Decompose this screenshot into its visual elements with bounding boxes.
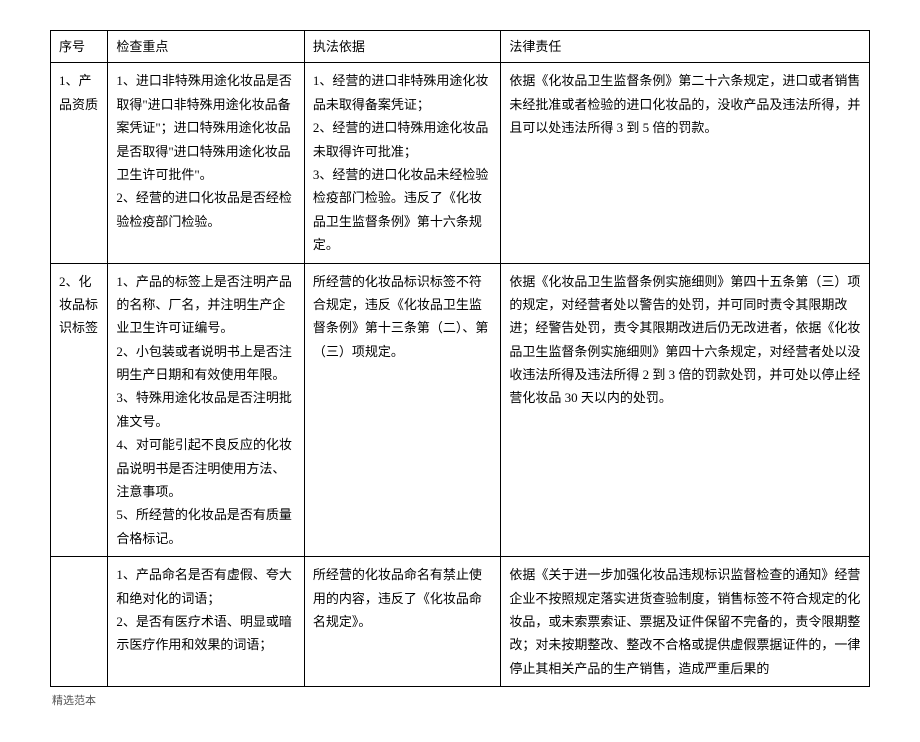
check-cell-1: 1、产品的标签上是否注明产品的名称、厂名，并注明生产企业卫生许可证编号。2、小包…	[108, 263, 305, 557]
liability-cell-0: 依据《化妆品卫生监督条例》第二十六条规定，进口或者销售未经批准或者检验的进口化妆…	[501, 63, 870, 263]
liability-cell-2: 依据《关于进一步加强化妆品违规标识监督检查的通知》经营企业不按照规定落实进货查验…	[501, 557, 870, 687]
seq-cell-1: 2、化妆品标识标签	[51, 263, 108, 557]
seq-cell-0: 1、产品资质	[51, 63, 108, 263]
basis-cell-0: 1、经营的进口非特殊用途化妆品未取得备案凭证；2、经营的进口特殊用途化妆品未取得…	[304, 63, 501, 263]
regulation-table: 序号检查重点执法依据法律责任 1、产品资质1、进口非特殊用途化妆品是否取得"进口非…	[50, 30, 870, 687]
check-cell-0: 1、进口非特殊用途化妆品是否取得"进口非特殊用途化妆品备案凭证"；进口特殊用途化…	[108, 63, 305, 263]
check-cell-2: 1、产品命名是否有虚假、夸大和绝对化的词语；2、是否有医疗术语、明显或暗示医疗作…	[108, 557, 305, 687]
seq-cell-2	[51, 557, 108, 687]
header-cell-col4: 法律责任	[501, 31, 870, 63]
basis-cell-1: 所经营的化妆品标识标签不符合规定，违反《化妆品卫生监督条例》第十三条第（二）、第…	[304, 263, 501, 557]
liability-cell-1: 依据《化妆品卫生监督条例实施细则》第四十五条第（三）项的规定，对经营者处以警告的…	[501, 263, 870, 557]
basis-cell-2: 所经营的化妆品命名有禁止使用的内容，违反了《化妆品命名规定》。	[304, 557, 501, 687]
header-cell-col2: 检查重点	[108, 31, 305, 63]
footer-label: 精选范本	[50, 692, 870, 712]
header-cell-col1: 序号	[51, 31, 108, 63]
header-cell-col3: 执法依据	[304, 31, 501, 63]
